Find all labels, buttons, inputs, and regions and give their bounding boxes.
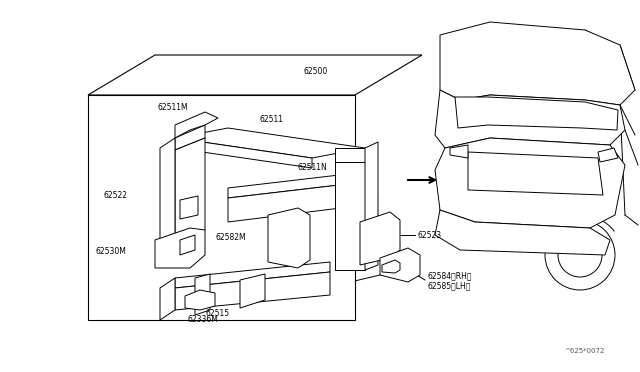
Text: ^625*0072: ^625*0072 [564, 348, 605, 354]
Text: 62522: 62522 [104, 190, 128, 199]
Polygon shape [360, 212, 400, 265]
Text: 62515: 62515 [205, 308, 229, 317]
Circle shape [275, 228, 295, 248]
Text: 62582M: 62582M [216, 234, 246, 243]
Polygon shape [228, 172, 365, 198]
Polygon shape [175, 138, 205, 245]
Polygon shape [175, 272, 330, 310]
Polygon shape [228, 182, 365, 222]
Circle shape [170, 177, 186, 193]
Polygon shape [365, 142, 378, 270]
Text: 62530M: 62530M [95, 247, 126, 257]
Circle shape [368, 228, 388, 248]
Polygon shape [180, 196, 198, 219]
Polygon shape [180, 235, 195, 255]
Polygon shape [160, 138, 175, 255]
Polygon shape [435, 210, 610, 255]
Circle shape [558, 233, 602, 277]
Polygon shape [335, 162, 365, 270]
Text: 62511M: 62511M [157, 103, 188, 112]
Text: 62585〈LH〉: 62585〈LH〉 [427, 282, 470, 291]
Text: 62511: 62511 [260, 115, 284, 125]
Polygon shape [382, 260, 400, 273]
Circle shape [280, 233, 290, 243]
Polygon shape [160, 278, 175, 320]
Polygon shape [598, 148, 618, 162]
Polygon shape [380, 248, 420, 282]
Polygon shape [435, 138, 625, 228]
Polygon shape [335, 148, 365, 162]
Polygon shape [175, 262, 330, 288]
Polygon shape [88, 55, 422, 95]
Polygon shape [435, 90, 625, 148]
Polygon shape [175, 138, 312, 168]
Text: 62500: 62500 [303, 67, 327, 77]
Text: 62511N: 62511N [297, 163, 327, 171]
Text: 62584〈RH〉: 62584〈RH〉 [427, 272, 472, 280]
Circle shape [373, 233, 383, 243]
Polygon shape [195, 274, 210, 315]
Circle shape [174, 181, 182, 189]
Circle shape [178, 126, 186, 134]
Polygon shape [155, 228, 205, 268]
Polygon shape [455, 97, 618, 130]
Polygon shape [88, 95, 355, 320]
Polygon shape [468, 152, 603, 195]
Polygon shape [440, 22, 635, 105]
Polygon shape [450, 145, 468, 158]
Polygon shape [268, 208, 310, 268]
Polygon shape [185, 290, 215, 310]
Polygon shape [175, 125, 205, 150]
Text: 62523: 62523 [417, 231, 441, 240]
Polygon shape [240, 274, 265, 308]
Text: 62336M: 62336M [188, 315, 219, 324]
Polygon shape [175, 128, 365, 158]
Circle shape [545, 220, 615, 290]
Polygon shape [175, 112, 218, 138]
